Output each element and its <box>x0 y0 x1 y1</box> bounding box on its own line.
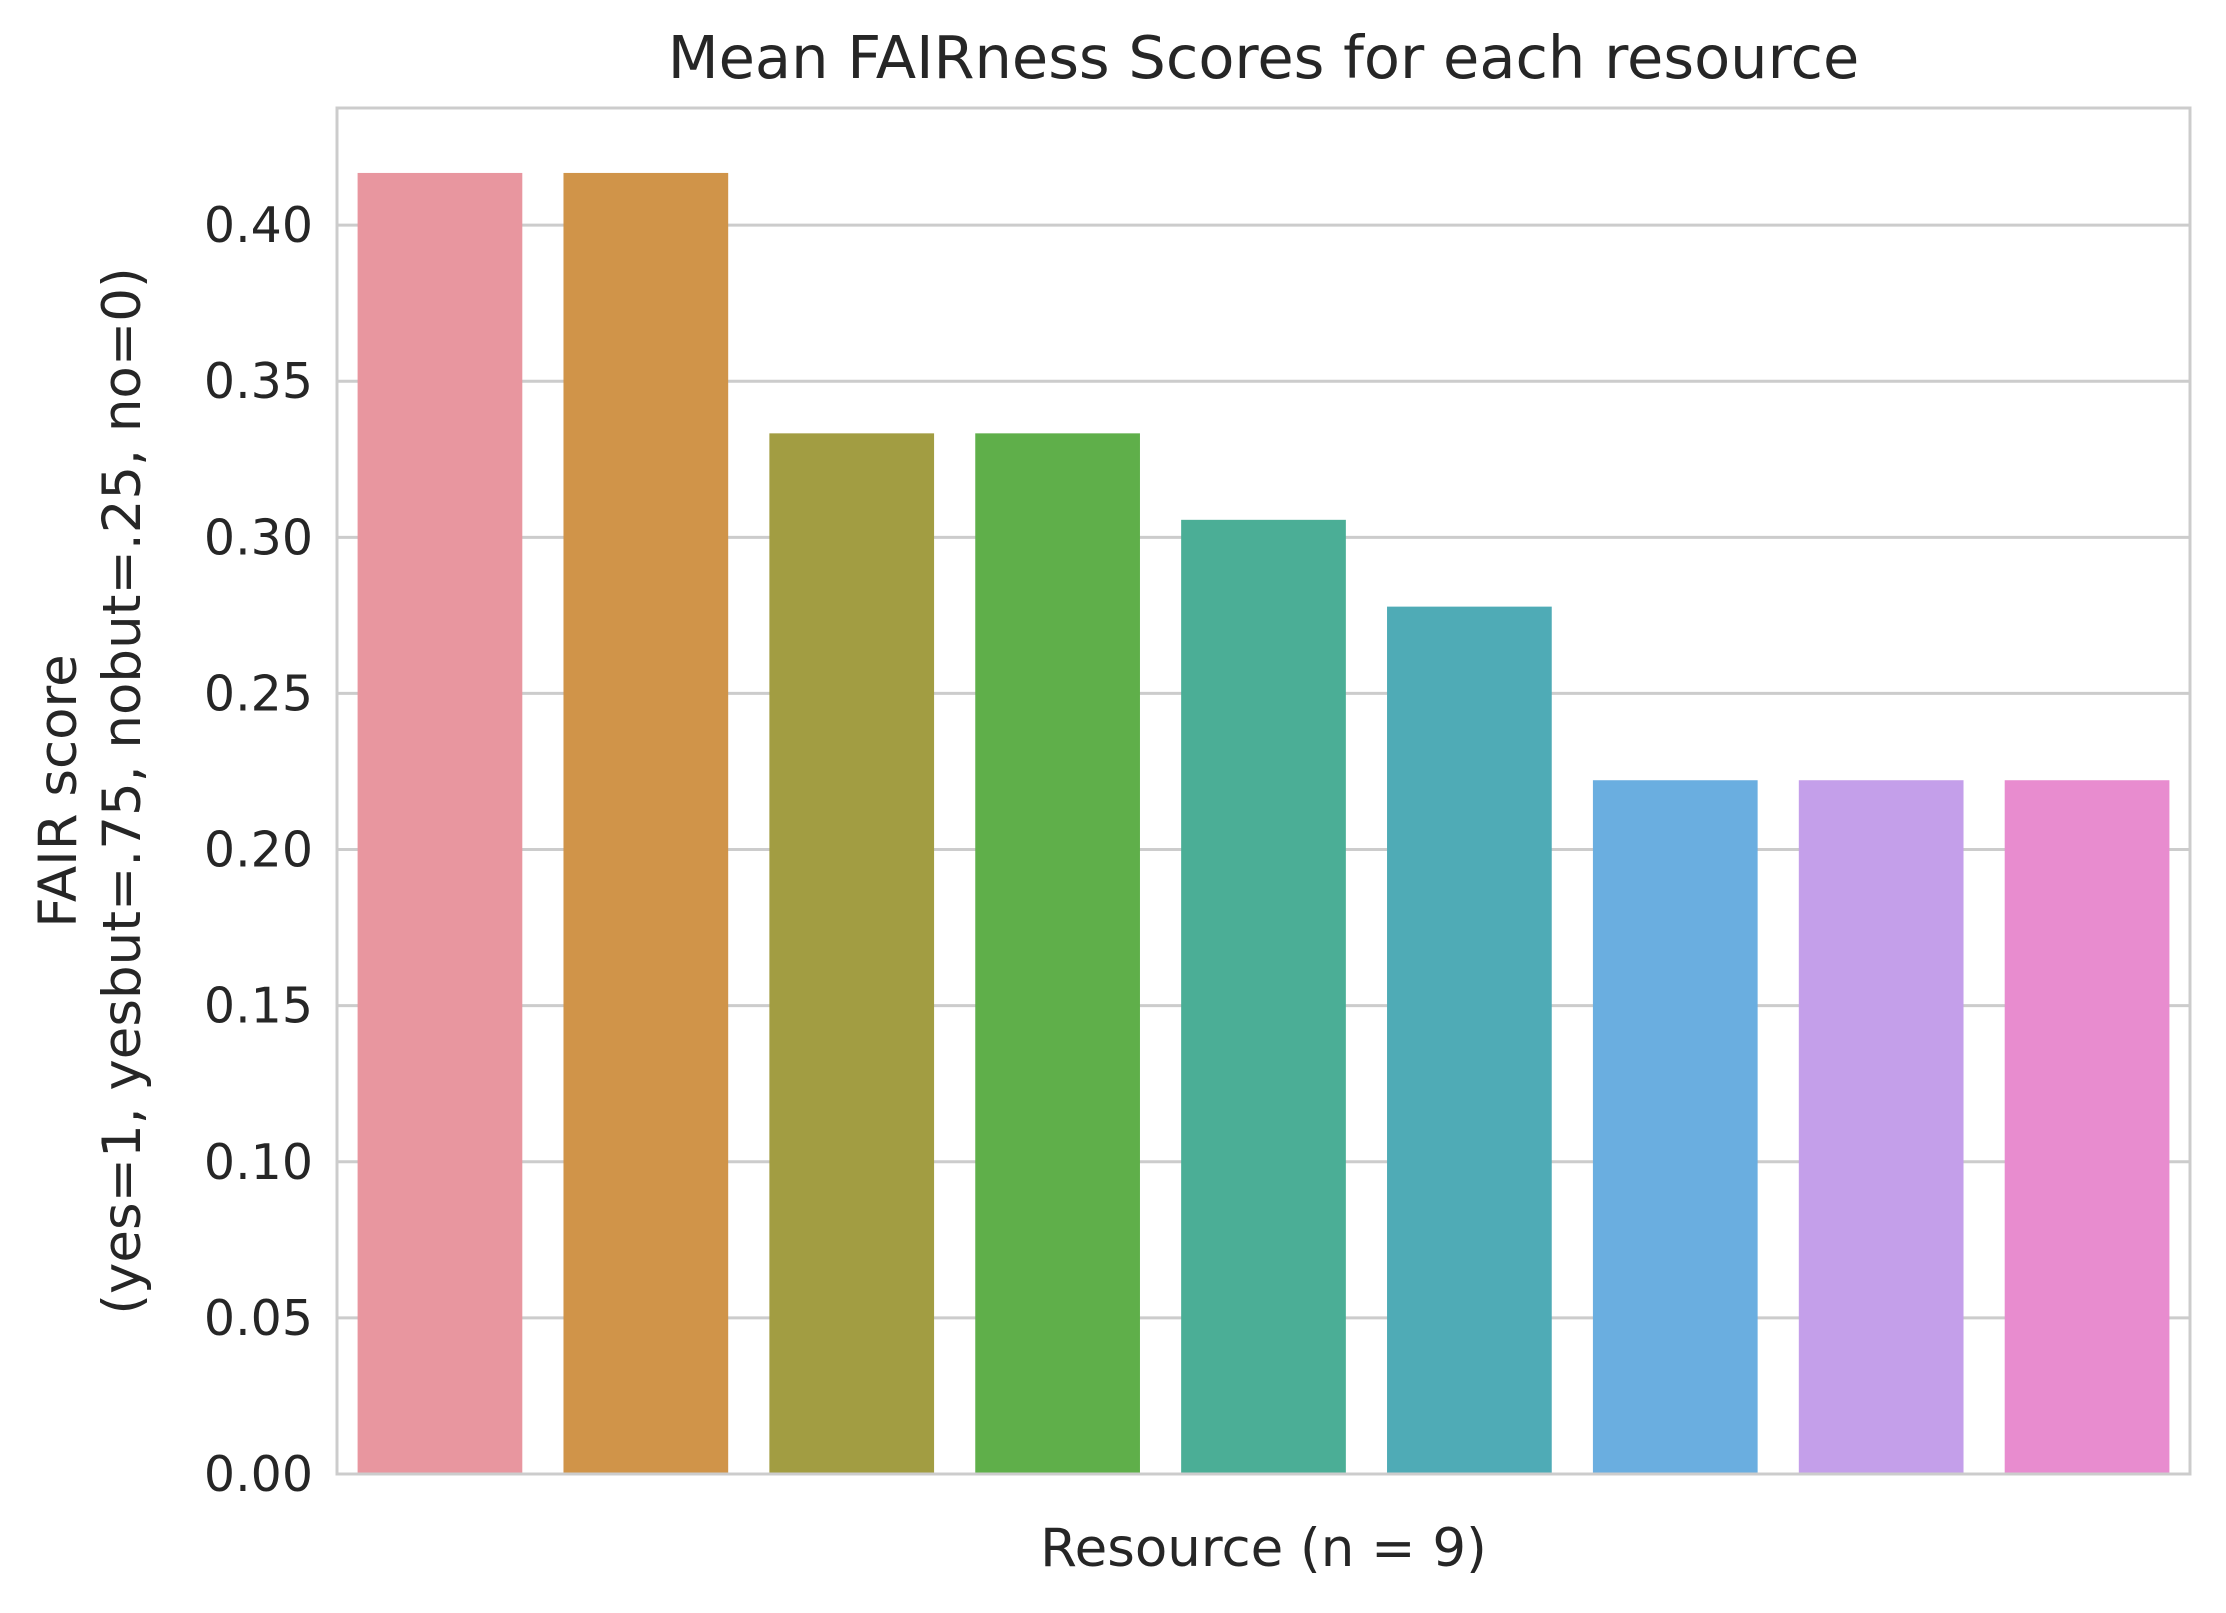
bar <box>563 172 729 1474</box>
bar <box>357 172 523 1474</box>
y-tick-label: 0.30 <box>204 509 313 566</box>
y-axis-label-line2: (yes=1, yesbut=.75, nobut=.25, no=0) <box>92 267 153 1314</box>
y-tick-label: 0.15 <box>204 978 313 1035</box>
x-axis-label: Resource (n = 9) <box>1040 1518 1487 1579</box>
bar <box>1181 519 1346 1474</box>
y-tick-labels: 0.00 0.05 0.10 0.15 0.20 0.25 0.30 0.35 0.40 <box>204 197 313 1503</box>
y-tick-label: 0.00 <box>204 1446 313 1503</box>
y-tick-label: 0.35 <box>204 353 313 410</box>
bars <box>357 172 2170 1474</box>
bar <box>1798 780 1964 1474</box>
bar <box>2004 780 2170 1474</box>
y-tick-label: 0.10 <box>204 1134 313 1191</box>
bar <box>975 433 1140 1474</box>
chart-title: Mean FAIRness Scores for each resource <box>668 23 1860 92</box>
y-axis-label-line1: FAIR score <box>28 654 89 928</box>
y-tick-label: 0.05 <box>204 1290 313 1347</box>
y-tick-label: 0.25 <box>204 665 313 722</box>
bar <box>1387 606 1552 1474</box>
plot-frame <box>335 106 2192 1476</box>
bar <box>769 433 935 1474</box>
y-tick-label: 0.20 <box>204 822 313 879</box>
bar <box>1592 780 1758 1474</box>
y-tick-label: 0.40 <box>204 197 313 254</box>
